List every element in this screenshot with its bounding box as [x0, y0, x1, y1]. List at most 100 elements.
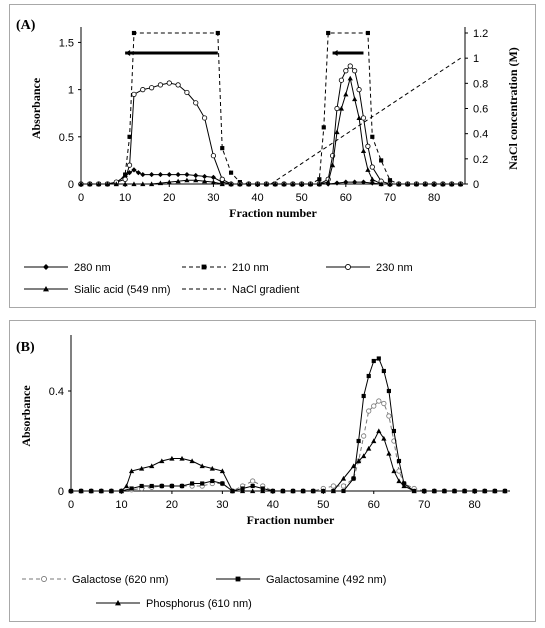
series-1-point	[250, 483, 255, 489]
x-tick-label: 50	[317, 499, 329, 511]
series-2-point	[411, 488, 417, 494]
x-tick-label: 30	[207, 192, 219, 204]
y-tick-label: 1.5	[59, 37, 74, 49]
series-3-point	[219, 181, 225, 187]
series-2-point	[347, 63, 353, 69]
series-2-point	[492, 488, 498, 494]
series-2-point	[88, 488, 94, 494]
series-2-point	[502, 488, 508, 494]
series-3-point	[440, 181, 446, 187]
series-1-point	[179, 483, 185, 489]
legend-label: Phosphorus (610 nm)	[146, 598, 252, 610]
panel-label: (B)	[16, 340, 35, 355]
series-1-point	[321, 125, 326, 130]
series-3-point	[413, 181, 420, 187]
series-3-point	[369, 176, 375, 182]
series-3-point	[149, 181, 155, 187]
series-1-point	[387, 178, 393, 183]
legend-label: NaCl gradient	[232, 284, 299, 296]
series-2-point	[210, 153, 217, 159]
series-0-point	[166, 171, 172, 178]
series-2-point	[300, 488, 306, 494]
series-2-point	[451, 488, 458, 494]
x-tick-label: 20	[163, 192, 175, 204]
series-2-point	[149, 463, 155, 469]
series-2-point	[219, 468, 225, 474]
series-3-point	[78, 181, 84, 187]
series-2-point	[366, 445, 372, 451]
series-2-point	[78, 488, 84, 494]
series-3-point	[96, 181, 102, 187]
series-2-point	[270, 488, 276, 494]
series-1-point	[341, 488, 346, 494]
series-2-point	[401, 483, 407, 489]
series-0-point	[140, 171, 146, 178]
series-2-point	[122, 176, 128, 182]
y-tick-label: 0	[58, 486, 64, 498]
series-0-point	[352, 179, 358, 185]
x-tick-label: 10	[119, 192, 131, 204]
series-2-point	[343, 68, 349, 74]
series-3-point	[113, 181, 119, 187]
x-tick-label: 60	[340, 192, 352, 204]
series-1-point	[317, 177, 322, 182]
series-0-point	[376, 398, 382, 404]
x-tick-label: 60	[368, 499, 380, 511]
series-3-point	[405, 181, 411, 187]
series-2-point	[118, 488, 125, 494]
series-2-point	[68, 488, 74, 494]
series-1-point	[396, 458, 402, 464]
series-2-point	[356, 458, 362, 464]
series-2-point	[365, 143, 371, 149]
y-tick-label: 0.5	[59, 132, 74, 144]
series-line-1	[81, 32, 461, 185]
x-tick-label: 40	[267, 499, 279, 511]
series-0-point	[330, 483, 337, 489]
series-1-point	[190, 481, 195, 486]
series-3-point	[131, 181, 137, 187]
series-3-point	[254, 181, 261, 187]
series-1-point	[376, 356, 381, 361]
series-3-point	[299, 181, 305, 187]
series-2-point	[193, 100, 199, 106]
series-line-1	[71, 357, 505, 492]
series-1-point	[210, 478, 215, 484]
series-3-point	[431, 181, 437, 187]
x-axis-title: Fraction number	[247, 513, 335, 527]
series-2-point	[128, 468, 135, 474]
series-3-point	[184, 177, 190, 183]
series-0-point	[334, 180, 340, 186]
series-2-point	[376, 428, 382, 434]
series-1-point	[386, 388, 391, 394]
series-1-point	[129, 486, 134, 491]
x-tick-label: 70	[418, 499, 430, 511]
series-0-point	[361, 433, 367, 439]
series-3-point	[281, 181, 287, 187]
series-2-point	[131, 91, 137, 97]
series-2-point	[184, 89, 190, 96]
series-2-point	[381, 435, 387, 441]
series-2-point	[310, 488, 316, 494]
legend-label: 230 nm	[376, 262, 413, 274]
series-3-point	[329, 162, 336, 168]
x-tick-label: 10	[115, 499, 127, 511]
series-2-point	[482, 488, 488, 494]
series-3-point	[365, 167, 371, 172]
y2-tick-label: 1	[473, 53, 479, 65]
y2-tick-label: 0.6	[473, 104, 488, 116]
series-2-point	[149, 85, 155, 91]
legend-label: 210 nm	[232, 262, 269, 274]
series-3-point	[343, 91, 349, 97]
series-2-point	[179, 455, 185, 461]
series-0-point	[371, 403, 377, 409]
series-1-point	[169, 483, 174, 489]
series-1-point	[351, 476, 356, 481]
series-1-point	[215, 30, 220, 36]
series-2-point	[140, 87, 146, 93]
legend-swatch-marker	[201, 264, 207, 270]
series-2-point	[123, 483, 130, 489]
series-2-point	[139, 465, 145, 471]
chart-panel-a: (A) 0 10 20 30 40 50 60 70 80 0 0.5 1 1.5 0 0.2 0.4 0.6 0.…	[9, 4, 536, 308]
series-3-point	[175, 178, 181, 184]
series-1-point	[391, 428, 397, 434]
